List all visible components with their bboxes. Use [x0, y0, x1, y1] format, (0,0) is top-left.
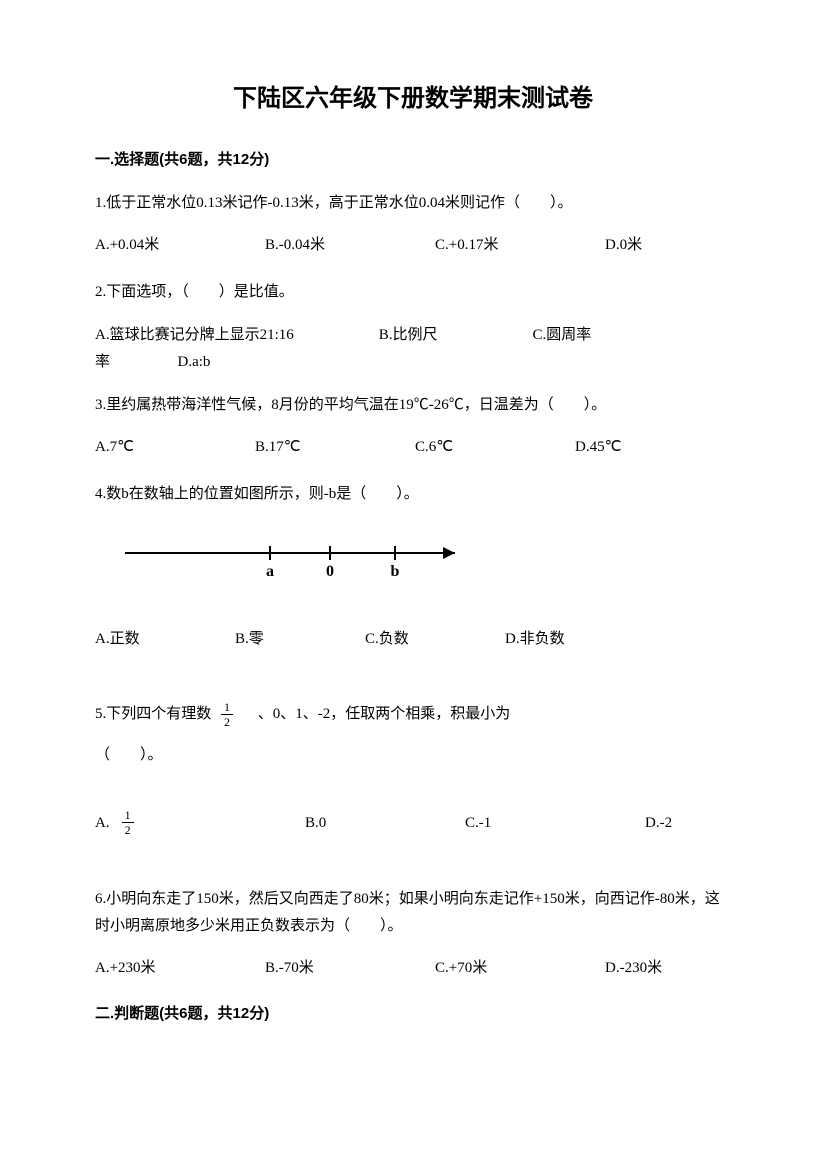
q1-opt-a: A.+0.04米 [95, 233, 265, 257]
q5-opt-a-label: A. [95, 811, 110, 835]
q2-text: 2.下面选项，（ ）是比值。 [95, 279, 731, 306]
q2-options: A.篮球比赛记分牌上显示21:16 B.比例尺 C.圆周率 率 D.a:b [95, 322, 731, 376]
q3-options: A.7℃ B.17℃ C.6℃ D.45℃ [95, 435, 731, 459]
q5-opt-b: B.0 [305, 811, 465, 835]
page-title: 下陆区六年级下册数学期末测试卷 [95, 80, 731, 118]
svg-text:b: b [391, 563, 400, 580]
q4-opt-c: C.负数 [365, 627, 505, 651]
q1-opt-d: D.0米 [605, 233, 642, 257]
q2-opt-b: B.比例尺 [379, 322, 529, 349]
q6-opt-b: B.-70米 [265, 956, 435, 980]
q4-number-line: a 0 b [115, 528, 731, 597]
q2-opt-d: D.a:b [178, 354, 211, 370]
q6-text: 6.小明向东走了150米，然后又向西走了80米；如果小明向东走记作+150米，向… [95, 886, 731, 940]
q5-opt-a-fraction: 1 2 [122, 809, 134, 836]
q1-opt-b: B.-0.04米 [265, 233, 435, 257]
q4-opt-d: D.非负数 [505, 627, 565, 651]
q5-fraction: 1 2 [221, 701, 233, 728]
q5-post: 、0、1、-2，任取两个相乘，积最小为 [243, 706, 511, 722]
q2-opt-c: C.圆周率 [533, 327, 592, 343]
q6-opt-c: C.+70米 [435, 956, 605, 980]
q3-opt-a: A.7℃ [95, 435, 255, 459]
q5-a-num: 1 [122, 809, 134, 823]
q3-opt-c: C.6℃ [415, 435, 575, 459]
q4-opt-b: B.零 [235, 627, 365, 651]
q5-paren: （ ）。 [95, 747, 163, 763]
q5-opt-d: D.-2 [645, 811, 672, 835]
q1-text: 1.低于正常水位0.13米记作-0.13米，高于正常水位0.04米则记作（ ）。 [95, 190, 731, 217]
q2-opt-a: A.篮球比赛记分牌上显示21:16 [95, 322, 375, 349]
q3-opt-d: D.45℃ [575, 435, 621, 459]
q5-a-den: 2 [122, 823, 134, 836]
svg-text:a: a [266, 563, 274, 580]
section1-header: 一.选择题(共6题，共12分) [95, 148, 731, 172]
q6-opt-d: D.-230米 [605, 956, 662, 980]
section2-header: 二.判断题(共6题，共12分) [95, 1002, 731, 1026]
q5-options: A. 1 2 B.0 C.-1 D.-2 [95, 809, 731, 836]
q4-options: A.正数 B.零 C.负数 D.非负数 [95, 627, 731, 651]
q5-frac-den: 2 [221, 715, 233, 728]
q6-opt-a: A.+230米 [95, 956, 265, 980]
q6-options: A.+230米 B.-70米 C.+70米 D.-230米 [95, 956, 731, 980]
q3-text: 3.里约属热带海洋性气候，8月份的平均气温在19℃‐26℃，日温差为（ ）。 [95, 392, 731, 419]
q3-opt-b: B.17℃ [255, 435, 415, 459]
q1-options: A.+0.04米 B.-0.04米 C.+0.17米 D.0米 [95, 233, 731, 257]
q5-opt-a: A. 1 2 [95, 809, 305, 836]
q5-text: 5.下列四个有理数 1 2 、0、1、-2，任取两个相乘，积最小为 （ ）。 [95, 701, 731, 769]
q1-opt-c: C.+0.17米 [435, 233, 605, 257]
q5-frac-num: 1 [221, 701, 233, 715]
q5-opt-c: C.-1 [465, 811, 645, 835]
svg-text:0: 0 [326, 563, 334, 580]
q4-text: 4.数b在数轴上的位置如图所示，则-b是（ ）。 [95, 481, 731, 508]
q4-opt-a: A.正数 [95, 627, 235, 651]
q5-pre: 5.下列四个有理数 [95, 706, 211, 722]
q2-opt-c2: 率 [95, 354, 110, 370]
